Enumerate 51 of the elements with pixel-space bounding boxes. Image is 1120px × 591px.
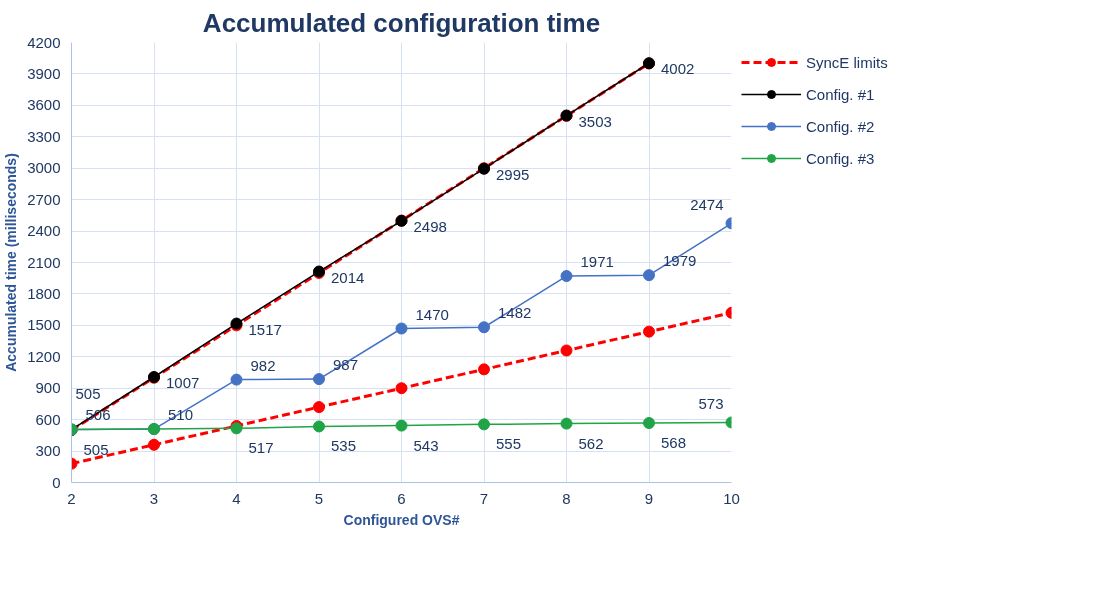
y-tick-label: 600 — [35, 410, 61, 428]
data-label: 505 — [75, 384, 101, 402]
x-tick-label: 6 — [397, 489, 406, 507]
x-tick-label: 2 — [67, 489, 76, 507]
y-tick-label: 300 — [35, 442, 61, 460]
data-label: 517 — [248, 439, 274, 457]
data-label: 982 — [250, 356, 276, 374]
x-tick-label: 8 — [562, 489, 571, 507]
data-label: 568 — [661, 434, 687, 451]
data-label: 573 — [698, 395, 724, 413]
legend-label: Config. #1 — [806, 85, 875, 103]
y-tick-label: 4200 — [27, 33, 61, 51]
y-tick-label: 900 — [35, 379, 61, 397]
y-tick-label: 1500 — [27, 316, 61, 334]
y-tick-label: 3900 — [27, 64, 61, 82]
data-label: 2498 — [413, 217, 447, 235]
data-label: 4002 — [661, 60, 695, 78]
x-tick-label: 3 — [149, 489, 159, 507]
data-label: 505 — [83, 440, 109, 458]
x-tick-label: 4 — [232, 489, 241, 507]
data-label: 1007 — [166, 374, 200, 391]
x-axis-title: Configured OVS# — [343, 511, 460, 528]
data-label: 2014 — [331, 268, 365, 286]
y-tick-label: 3000 — [27, 159, 61, 177]
y-tick-label: 2400 — [27, 222, 61, 240]
data-label: 562 — [578, 434, 604, 452]
y-tick-label: 1200 — [27, 347, 61, 365]
legend-label: Config. #2 — [806, 117, 875, 135]
data-label: 1971 — [580, 253, 614, 271]
data-label: 535 — [331, 437, 357, 455]
data-label: 3503 — [578, 112, 612, 130]
x-tick-label: 5 — [314, 489, 324, 507]
x-tick-label: 10 — [723, 489, 740, 507]
y-tick-label: 2100 — [27, 253, 61, 271]
y-tick-label: 3300 — [27, 127, 61, 145]
data-label: 555 — [496, 435, 522, 453]
data-label: 1470 — [415, 305, 449, 323]
x-tick-label: 9 — [644, 489, 654, 507]
data-label: 2474 — [690, 196, 724, 214]
y-tick-label: 0 — [52, 473, 61, 491]
legend-label: Config. #3 — [806, 149, 875, 167]
data-label: 2995 — [496, 165, 530, 183]
y-tick-label: 3600 — [27, 96, 61, 114]
y-tick-label: 2700 — [27, 190, 61, 208]
y-axis-title: Accumulated time (milliseconds) — [3, 153, 20, 372]
chart-title: Accumulated configuration time — [202, 7, 601, 38]
legend-label: SyncE limits — [806, 53, 888, 71]
data-label: 1517 — [248, 320, 282, 338]
y-tick-label: 1800 — [27, 284, 61, 302]
data-label: 543 — [413, 436, 439, 454]
x-tick-label: 7 — [479, 489, 489, 507]
